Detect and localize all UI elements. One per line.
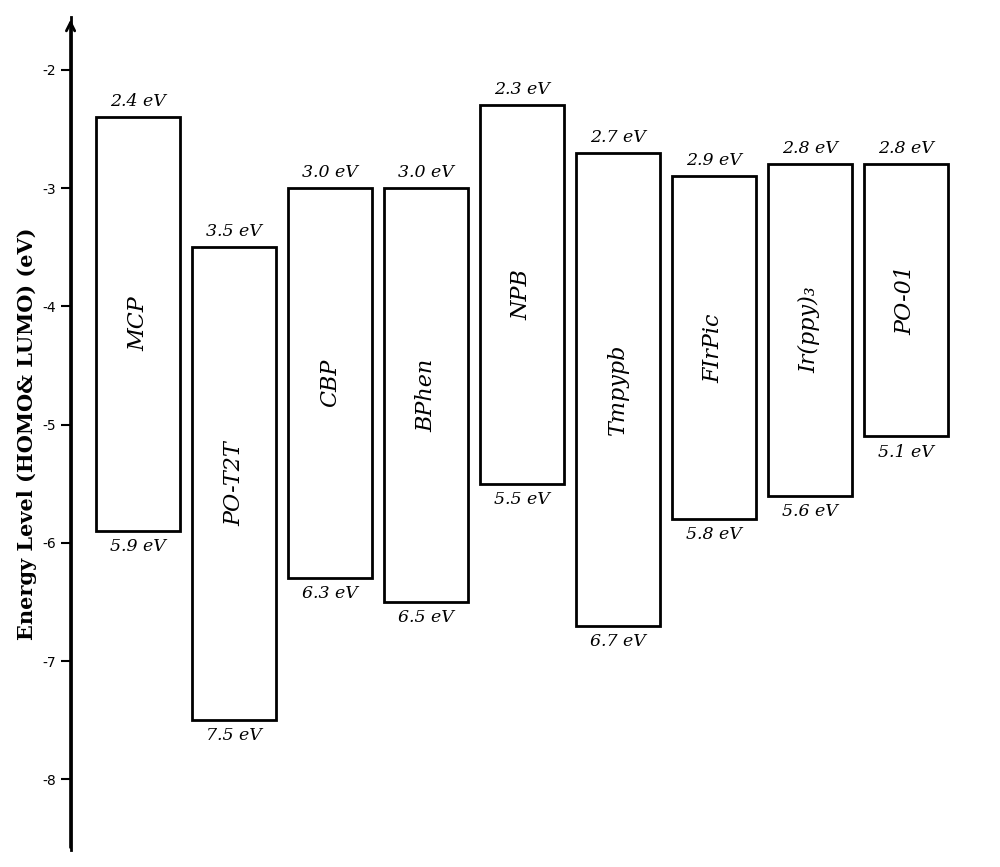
Text: Tmpypb: Tmpypb: [607, 343, 629, 435]
Bar: [192, 247, 276, 720]
Text: 2.8 eV: 2.8 eV: [878, 140, 934, 158]
Text: CBP: CBP: [319, 359, 341, 407]
Bar: [384, 188, 468, 602]
Text: BPhen: BPhen: [415, 358, 437, 432]
Text: 5.1 eV: 5.1 eV: [878, 444, 934, 460]
Text: MCP: MCP: [127, 297, 149, 351]
Text: 5.6 eV: 5.6 eV: [782, 503, 838, 519]
Bar: [576, 153, 660, 626]
Text: 7.5 eV: 7.5 eV: [206, 727, 262, 745]
Text: 3.0 eV: 3.0 eV: [302, 164, 358, 181]
Text: 2.8 eV: 2.8 eV: [782, 140, 838, 158]
Bar: [864, 165, 948, 436]
Text: 6.5 eV: 6.5 eV: [398, 610, 454, 626]
Bar: [672, 176, 756, 519]
Bar: [96, 117, 180, 531]
Text: 2.4 eV: 2.4 eV: [110, 93, 166, 110]
Bar: [768, 165, 852, 496]
Y-axis label: Energy Level (HOMO& LUMO) (eV): Energy Level (HOMO& LUMO) (eV): [17, 227, 37, 640]
Text: Ir(ppy)₃: Ir(ppy)₃: [799, 287, 821, 374]
Text: FIrPic: FIrPic: [703, 313, 725, 382]
Text: 6.7 eV: 6.7 eV: [590, 633, 646, 649]
Text: 5.8 eV: 5.8 eV: [686, 526, 742, 544]
Bar: [288, 188, 372, 578]
Text: 3.5 eV: 3.5 eV: [206, 223, 262, 240]
Text: 3.0 eV: 3.0 eV: [398, 164, 454, 181]
Text: 2.7 eV: 2.7 eV: [590, 128, 646, 146]
Text: 5.9 eV: 5.9 eV: [110, 538, 166, 555]
Bar: [480, 106, 564, 484]
Text: 6.3 eV: 6.3 eV: [302, 585, 358, 603]
Text: 2.9 eV: 2.9 eV: [686, 153, 742, 169]
Text: PO-01: PO-01: [895, 265, 917, 336]
Text: 2.3 eV: 2.3 eV: [494, 81, 550, 98]
Text: NPB: NPB: [511, 269, 533, 320]
Text: PO-T2T: PO-T2T: [223, 441, 245, 526]
Text: 5.5 eV: 5.5 eV: [494, 491, 550, 508]
